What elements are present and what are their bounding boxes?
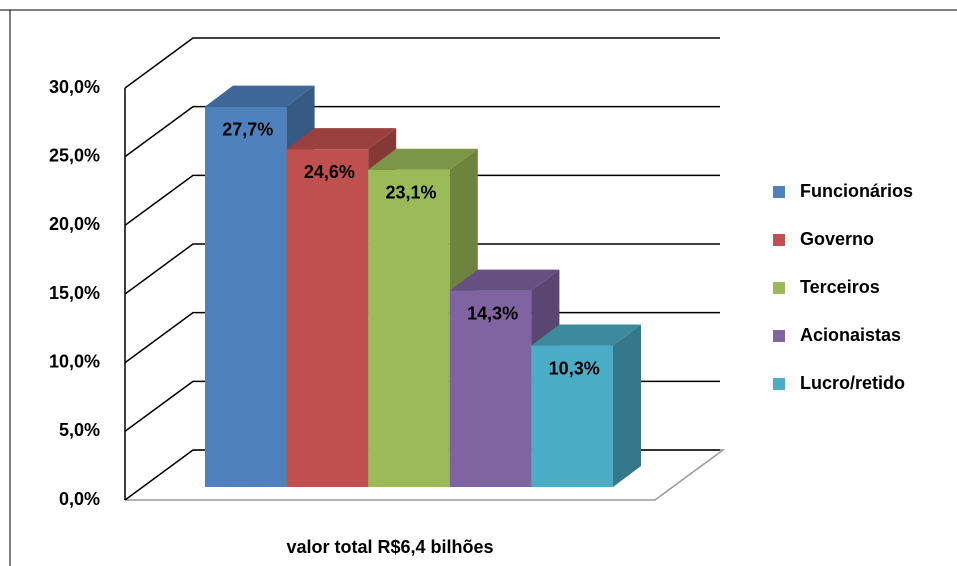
grid-line xyxy=(124,243,720,295)
grid-line xyxy=(124,105,720,158)
legend-swatch xyxy=(773,186,785,198)
category-label: valor total R$6,4 bilhões xyxy=(286,537,493,557)
y-tick-label: 5,0% xyxy=(59,420,100,440)
y-tick-label: 0,0% xyxy=(59,489,100,509)
legend-label: Terceiros xyxy=(800,277,880,297)
grid-line xyxy=(124,174,720,226)
y-tick-label: 10,0% xyxy=(49,351,100,371)
data-label: 14,3% xyxy=(467,303,518,323)
data-label: 10,3% xyxy=(549,358,600,378)
data-label: 23,1% xyxy=(385,183,436,203)
legend-swatch xyxy=(773,330,785,342)
legend-swatch xyxy=(773,282,785,294)
y-tick-label: 15,0% xyxy=(49,283,100,303)
legend-label: Funcionários xyxy=(800,181,913,201)
y-tick-label: 20,0% xyxy=(49,214,100,234)
legend-swatch xyxy=(773,378,785,390)
y-tick-label: 25,0% xyxy=(49,145,100,165)
legend-label: Acionaistas xyxy=(800,325,901,345)
bar-front xyxy=(368,169,450,487)
legend-swatch xyxy=(773,234,785,246)
bar-front xyxy=(449,290,532,487)
legend-label: Lucro/retido xyxy=(800,373,905,393)
bar-top xyxy=(531,324,641,346)
bar-top xyxy=(449,269,560,291)
grid-line xyxy=(124,37,720,89)
bar-front xyxy=(531,345,613,487)
bar-front xyxy=(286,149,369,487)
y-tick-label: 30,0% xyxy=(49,77,100,97)
bar-top xyxy=(368,148,478,170)
bar-top xyxy=(286,128,397,150)
bar-front xyxy=(205,106,287,487)
data-label: 24,6% xyxy=(304,162,355,182)
bar-top xyxy=(205,85,315,107)
legend-label: Governo xyxy=(800,229,874,249)
bar-side xyxy=(613,324,641,487)
data-label: 27,7% xyxy=(222,119,273,139)
